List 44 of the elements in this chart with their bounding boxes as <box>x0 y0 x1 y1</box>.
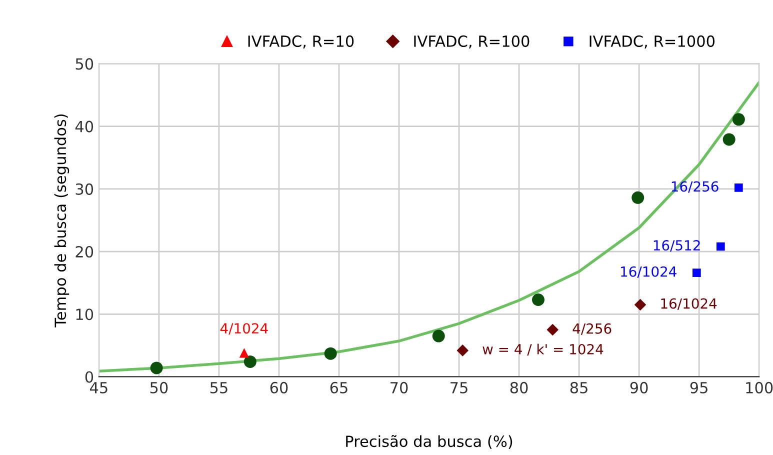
legend-label: IVFADC, R=10 <box>248 35 354 49</box>
y-tick-label: 30 <box>76 183 94 195</box>
point <box>432 330 445 342</box>
point <box>150 362 163 374</box>
x-tick-label: 80 <box>510 382 528 394</box>
data-label: w = 4 / k' = 1024 <box>482 344 604 356</box>
x-tick-label: 90 <box>630 382 648 394</box>
data-label: 4/256 <box>572 323 612 335</box>
x-tick-label: 95 <box>690 382 708 394</box>
point <box>324 347 337 360</box>
x-tick-label: 45 <box>90 382 108 394</box>
point <box>239 348 250 358</box>
point <box>716 242 725 251</box>
point <box>634 298 646 311</box>
point <box>734 183 743 192</box>
point <box>456 344 469 356</box>
point <box>532 293 544 306</box>
x-tick-label: 85 <box>570 382 588 394</box>
data-label: 16/1024 <box>621 266 676 278</box>
point <box>732 113 745 126</box>
point <box>692 268 701 277</box>
point <box>632 191 644 204</box>
x-tick-label: 50 <box>150 382 168 394</box>
x-tick-label: 55 <box>210 382 228 394</box>
point <box>546 324 559 336</box>
y-tick-label: 50 <box>76 58 94 70</box>
point <box>722 133 736 146</box>
x-tick-label: 65 <box>330 382 348 394</box>
x-tick-label: 60 <box>270 382 288 394</box>
y-tick-label: 0 <box>85 371 94 383</box>
y-tick-label: 20 <box>76 246 94 258</box>
data-label: 4/1024 <box>220 323 268 335</box>
data-label: 16/1024 <box>661 298 717 310</box>
x-tick-label: 75 <box>450 382 468 394</box>
y-tick-label: 40 <box>75 120 94 132</box>
legend-label: IVFADC, R=100 <box>414 35 530 49</box>
legend-label: IVFADC, R=1000 <box>590 35 715 49</box>
y-axis-title: Tempo de busca (segundos) <box>54 114 70 328</box>
x-axis-title: Precisão da busca (%) <box>346 435 512 449</box>
data-label: 16/512 <box>654 240 700 252</box>
y-tick-label: 10 <box>76 308 94 320</box>
x-tick-label: 100 <box>746 382 773 394</box>
x-tick-label: 70 <box>390 382 408 394</box>
point <box>244 355 256 368</box>
